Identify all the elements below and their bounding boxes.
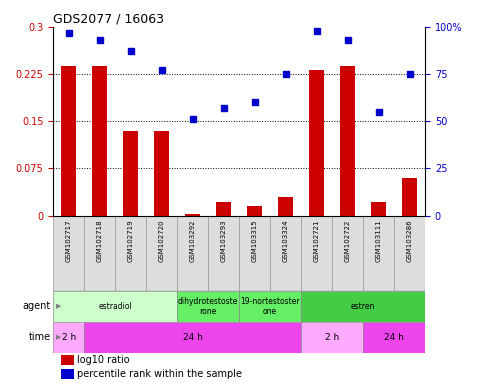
Text: GSM102720: GSM102720 [158, 219, 165, 262]
Text: dihydrotestoste
rone: dihydrotestoste rone [178, 297, 238, 316]
Bar [146, 215, 177, 291]
Text: 19-nortestoster
one: 19-nortestoster one [240, 297, 300, 316]
Bar [363, 322, 425, 353]
Bar [394, 215, 425, 291]
Text: GSM102718: GSM102718 [97, 219, 102, 262]
Text: time: time [28, 332, 51, 342]
Bar [239, 291, 301, 322]
Bar [60, 356, 73, 365]
Bar [53, 291, 177, 322]
Text: GSM102719: GSM102719 [128, 219, 134, 262]
Text: GSM103293: GSM103293 [221, 219, 227, 262]
Bar [309, 70, 324, 215]
Bar [340, 66, 355, 215]
Bar [177, 291, 239, 322]
Bar [278, 197, 293, 215]
Bar [177, 215, 208, 291]
Text: ▶: ▶ [56, 303, 61, 310]
Bar [270, 215, 301, 291]
Bar [208, 215, 239, 291]
Bar [53, 215, 84, 291]
Text: estren: estren [351, 302, 375, 311]
Text: GSM103292: GSM103292 [190, 219, 196, 262]
Bar [371, 202, 386, 215]
Text: GSM103111: GSM103111 [376, 219, 382, 262]
Text: estradiol: estradiol [98, 302, 132, 311]
Text: 24 h: 24 h [183, 333, 202, 342]
Text: 24 h: 24 h [384, 333, 404, 342]
Bar [216, 202, 231, 215]
Bar [402, 178, 417, 215]
Text: GDS2077 / 16063: GDS2077 / 16063 [53, 13, 164, 26]
Text: agent: agent [23, 301, 51, 311]
Text: GSM102721: GSM102721 [313, 219, 320, 262]
Text: GSM103286: GSM103286 [407, 219, 412, 262]
Bar [301, 215, 332, 291]
Bar [363, 215, 394, 291]
Bar [247, 206, 262, 215]
Bar [123, 131, 138, 215]
Bar [301, 291, 425, 322]
Bar [154, 131, 170, 215]
Bar [332, 215, 363, 291]
Bar [60, 369, 73, 379]
Bar [53, 322, 84, 353]
Bar [84, 322, 301, 353]
Text: 2 h: 2 h [61, 333, 76, 342]
Text: log10 ratio: log10 ratio [77, 356, 130, 366]
Text: GSM103324: GSM103324 [283, 219, 288, 262]
Text: percentile rank within the sample: percentile rank within the sample [77, 369, 242, 379]
Bar [61, 66, 76, 215]
Bar [92, 66, 107, 215]
Text: GSM102717: GSM102717 [66, 219, 71, 262]
Text: GSM103315: GSM103315 [252, 219, 257, 262]
Bar [239, 215, 270, 291]
Bar [115, 215, 146, 291]
Bar [84, 215, 115, 291]
Text: GSM102722: GSM102722 [344, 219, 351, 262]
Text: 2 h: 2 h [325, 333, 339, 342]
Text: ▶: ▶ [56, 334, 61, 340]
Bar [301, 322, 363, 353]
Bar [185, 214, 200, 215]
